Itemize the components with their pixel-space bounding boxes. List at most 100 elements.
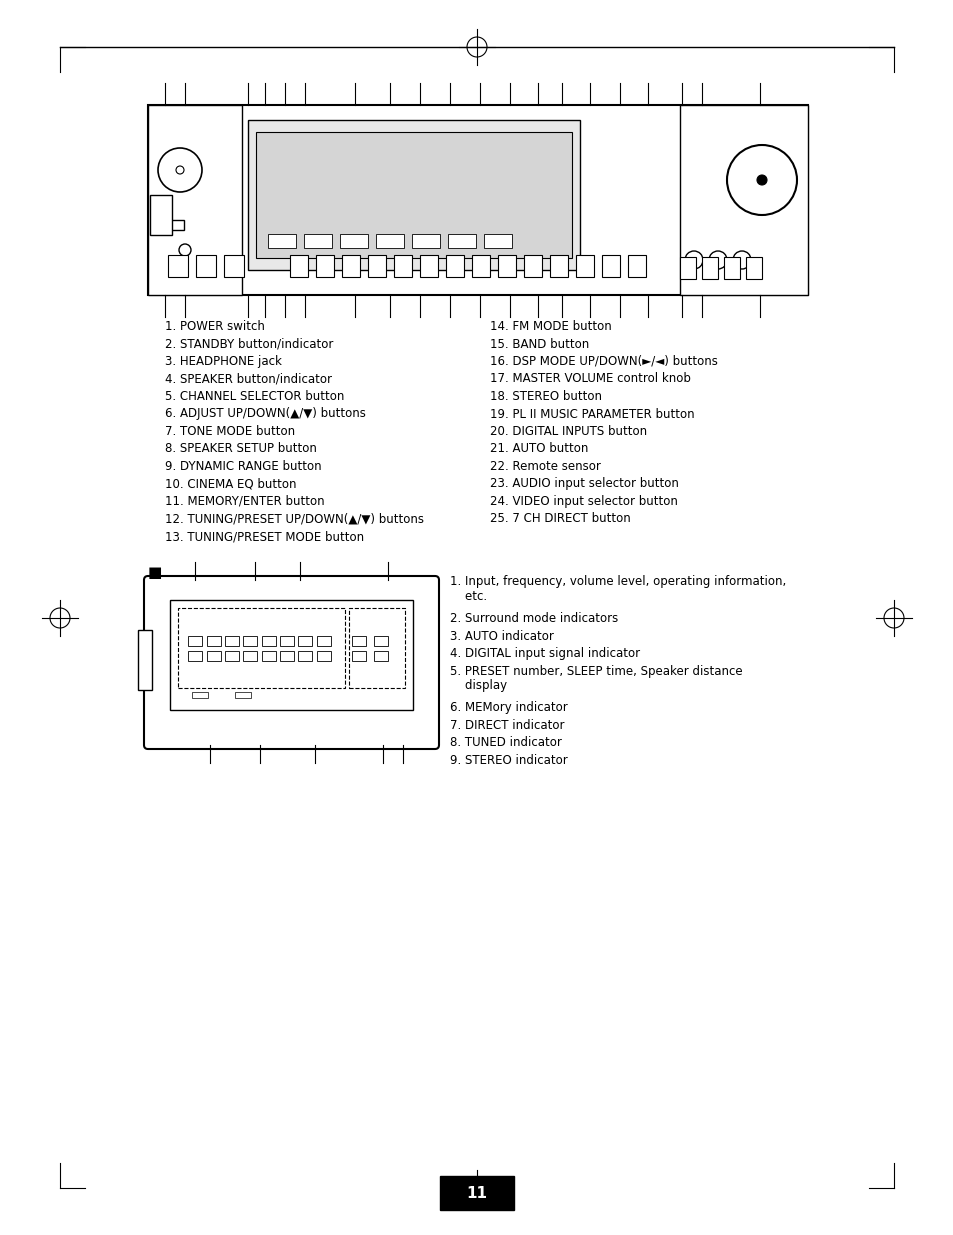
Bar (148, 105, 807, 295)
Bar (280, 651, 294, 661)
Text: 9. STEREO indicator: 9. STEREO indicator (450, 755, 567, 767)
Bar (439, 1176, 514, 1210)
Bar (316, 636, 331, 646)
Text: 14. FM MODE button: 14. FM MODE button (490, 320, 611, 333)
Bar (375, 233, 403, 248)
Bar (315, 254, 334, 277)
Text: 15. BAND button: 15. BAND button (490, 337, 589, 351)
Text: 21. AUTO button: 21. AUTO button (490, 442, 588, 456)
Bar (225, 636, 238, 646)
Text: 7. TONE MODE button: 7. TONE MODE button (165, 425, 294, 438)
Bar (298, 636, 313, 646)
Text: 7. DIRECT indicator: 7. DIRECT indicator (450, 719, 564, 732)
Bar (341, 254, 359, 277)
Text: 10. CINEMA EQ button: 10. CINEMA EQ button (165, 478, 296, 490)
Bar (745, 257, 761, 279)
Bar (261, 651, 275, 661)
Bar (168, 254, 188, 277)
Bar (576, 254, 594, 277)
Bar (248, 120, 579, 270)
Text: ■: ■ (148, 564, 162, 580)
Bar (207, 651, 220, 661)
Text: 11. MEMORY/ENTER button: 11. MEMORY/ENTER button (165, 495, 324, 508)
Bar (195, 254, 215, 277)
Bar (234, 692, 251, 698)
Text: 1. Input, frequency, volume level, operating information,
    etc.: 1. Input, frequency, volume level, opera… (450, 576, 785, 603)
Bar (394, 254, 412, 277)
Bar (170, 600, 413, 710)
Bar (298, 651, 313, 661)
Text: 3. AUTO indicator: 3. AUTO indicator (450, 630, 554, 642)
Text: 11: 11 (466, 1186, 487, 1200)
Text: 24. VIDEO input selector button: 24. VIDEO input selector button (490, 495, 678, 508)
Bar (368, 254, 386, 277)
Bar (148, 105, 242, 295)
Circle shape (757, 175, 766, 185)
Bar (483, 233, 512, 248)
Bar (243, 651, 257, 661)
Text: 22. Remote sensor: 22. Remote sensor (490, 459, 600, 473)
Bar (188, 636, 202, 646)
Text: 2. STANDBY button/indicator: 2. STANDBY button/indicator (165, 337, 333, 351)
Text: 5. CHANNEL SELECTOR button: 5. CHANNEL SELECTOR button (165, 390, 344, 403)
Bar (601, 254, 619, 277)
Text: 4. DIGITAL input signal indicator: 4. DIGITAL input signal indicator (450, 647, 639, 659)
Bar (192, 692, 208, 698)
Bar (412, 233, 439, 248)
Text: 4. SPEAKER button/indicator: 4. SPEAKER button/indicator (165, 373, 332, 385)
Circle shape (708, 251, 726, 269)
Text: 18. STEREO button: 18. STEREO button (490, 390, 601, 403)
Bar (261, 636, 275, 646)
Bar (268, 233, 295, 248)
Text: 25. 7 CH DIRECT button: 25. 7 CH DIRECT button (490, 513, 630, 526)
Bar (339, 233, 368, 248)
Bar (701, 257, 718, 279)
Text: 17. MASTER VOLUME control knob: 17. MASTER VOLUME control knob (490, 373, 690, 385)
Bar (374, 651, 388, 661)
Bar (188, 651, 202, 661)
Bar (523, 254, 541, 277)
Bar (723, 257, 740, 279)
Text: 6. MEMory indicator: 6. MEMory indicator (450, 701, 567, 715)
Bar (290, 254, 308, 277)
Bar (178, 608, 345, 688)
Circle shape (732, 251, 750, 269)
Text: 16. DSP MODE UP/DOWN(►/◄) buttons: 16. DSP MODE UP/DOWN(►/◄) buttons (490, 354, 717, 368)
Text: 6. ADJUST UP/DOWN(▲/▼) buttons: 6. ADJUST UP/DOWN(▲/▼) buttons (165, 408, 366, 420)
Bar (550, 254, 567, 277)
Bar (166, 220, 184, 230)
Text: 13. TUNING/PRESET MODE button: 13. TUNING/PRESET MODE button (165, 530, 364, 543)
Bar (243, 636, 257, 646)
Text: 2. Surround mode indicators: 2. Surround mode indicators (450, 613, 618, 625)
Bar (304, 233, 332, 248)
Bar (419, 254, 437, 277)
Bar (627, 254, 645, 277)
Text: 8. TUNED indicator: 8. TUNED indicator (450, 736, 561, 750)
Circle shape (175, 165, 184, 174)
Text: 23. AUDIO input selector button: 23. AUDIO input selector button (490, 478, 679, 490)
Bar (349, 608, 405, 688)
Bar (472, 254, 490, 277)
Text: 9. DYNAMIC RANGE button: 9. DYNAMIC RANGE button (165, 459, 321, 473)
Bar (352, 651, 366, 661)
Text: 8. SPEAKER SETUP button: 8. SPEAKER SETUP button (165, 442, 316, 456)
Bar (316, 651, 331, 661)
Text: 3. HEADPHONE jack: 3. HEADPHONE jack (165, 354, 281, 368)
Circle shape (179, 245, 191, 256)
Bar (497, 254, 516, 277)
Text: 20. DIGITAL INPUTS button: 20. DIGITAL INPUTS button (490, 425, 646, 438)
Bar (679, 105, 807, 295)
Bar (225, 651, 238, 661)
Text: 12. TUNING/PRESET UP/DOWN(▲/▼) buttons: 12. TUNING/PRESET UP/DOWN(▲/▼) buttons (165, 513, 423, 526)
Bar (224, 254, 244, 277)
Circle shape (158, 148, 202, 191)
Circle shape (684, 251, 702, 269)
Text: 1. POWER switch: 1. POWER switch (165, 320, 265, 333)
Bar (448, 233, 476, 248)
Circle shape (726, 144, 796, 215)
FancyBboxPatch shape (144, 576, 438, 748)
Bar (352, 636, 366, 646)
Bar (138, 630, 152, 690)
Bar (446, 254, 463, 277)
Bar (150, 195, 172, 235)
